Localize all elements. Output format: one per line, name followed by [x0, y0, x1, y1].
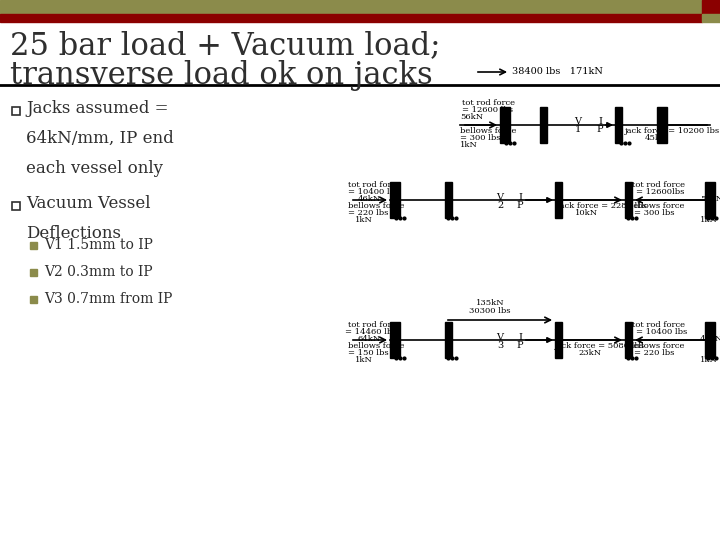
- Text: V3 0.7mm from IP: V3 0.7mm from IP: [44, 292, 172, 306]
- Text: I: I: [598, 118, 602, 126]
- Text: 56kN: 56kN: [460, 113, 483, 121]
- Text: = 220 lbs: = 220 lbs: [348, 209, 388, 217]
- Text: = 14460 lbs: = 14460 lbs: [345, 328, 397, 336]
- Text: 10kN: 10kN: [575, 209, 598, 217]
- Text: V: V: [497, 333, 503, 341]
- Text: jack force = 2280 lbs: jack force = 2280 lbs: [558, 202, 648, 210]
- Bar: [0, 0, 702, 14]
- Bar: [30, 296, 37, 303]
- Text: Vacuum Vessel
Deflections: Vacuum Vessel Deflections: [26, 195, 150, 242]
- Text: bellows force: bellows force: [628, 202, 685, 210]
- Text: jack force = 10200 lbs: jack force = 10200 lbs: [625, 127, 720, 135]
- Text: V1 1.5mm to IP: V1 1.5mm to IP: [44, 238, 153, 252]
- Text: 38400 lbs   171kN: 38400 lbs 171kN: [512, 68, 603, 77]
- Bar: [30, 242, 37, 249]
- Text: 64kN: 64kN: [358, 335, 382, 343]
- Text: bellows force: bellows force: [348, 342, 405, 350]
- Text: = 12600 lbs: = 12600 lbs: [462, 106, 513, 114]
- Text: 3: 3: [497, 341, 503, 349]
- Bar: [555, 322, 562, 358]
- Bar: [702, 0, 720, 14]
- Text: P: P: [597, 125, 603, 134]
- Text: = 150 lbs: = 150 lbs: [348, 349, 389, 357]
- Bar: [12, 202, 20, 210]
- Bar: [0, 14, 702, 22]
- Text: jack force = 5080 lbs: jack force = 5080 lbs: [555, 342, 645, 350]
- Text: 1kN: 1kN: [355, 356, 373, 364]
- Text: = 10400 lbs: = 10400 lbs: [348, 188, 400, 196]
- Text: 135kN: 135kN: [476, 299, 504, 307]
- Text: P: P: [517, 200, 523, 210]
- Text: 25 bar load + Vacuum load;: 25 bar load + Vacuum load;: [10, 30, 441, 61]
- Text: 1kN: 1kN: [700, 356, 718, 364]
- Text: 46kN: 46kN: [358, 195, 382, 203]
- Text: V: V: [575, 118, 582, 126]
- Bar: [702, 14, 720, 22]
- Text: 56kN: 56kN: [700, 195, 720, 203]
- Text: bellows force: bellows force: [460, 127, 516, 135]
- Text: V2 0.3mm to IP: V2 0.3mm to IP: [44, 265, 153, 279]
- Text: 45kN: 45kN: [645, 134, 668, 142]
- Text: tot rod force: tot rod force: [632, 181, 685, 189]
- Bar: [12, 107, 20, 115]
- Text: 1kN: 1kN: [460, 141, 478, 149]
- Text: 1kN: 1kN: [700, 216, 718, 224]
- Text: transverse load ok on jacks: transverse load ok on jacks: [10, 60, 433, 91]
- Text: tot rod force: tot rod force: [462, 99, 515, 107]
- Bar: [500, 107, 510, 143]
- Text: 1kN: 1kN: [355, 216, 373, 224]
- Bar: [445, 322, 452, 358]
- Text: = 300 lbs: = 300 lbs: [460, 134, 500, 142]
- Text: tot rod force: tot rod force: [348, 321, 401, 329]
- Bar: [390, 182, 400, 218]
- Text: 2: 2: [497, 200, 503, 210]
- Text: Jacks assumed =
64kN/mm, IP end
each vessel only: Jacks assumed = 64kN/mm, IP end each ves…: [26, 100, 174, 177]
- Bar: [390, 322, 400, 358]
- Text: = 300 lbs: = 300 lbs: [634, 209, 675, 217]
- Text: 30300 lbs: 30300 lbs: [469, 307, 510, 315]
- Text: 46kN: 46kN: [700, 335, 720, 343]
- Bar: [705, 322, 715, 358]
- Text: = 12600lbs: = 12600lbs: [636, 188, 685, 196]
- Text: I: I: [518, 192, 522, 201]
- Bar: [445, 182, 452, 218]
- Text: bellows force: bellows force: [348, 202, 405, 210]
- Bar: [657, 107, 667, 143]
- Text: 1: 1: [575, 125, 581, 134]
- Text: bellows force: bellows force: [628, 342, 685, 350]
- Bar: [555, 182, 562, 218]
- Bar: [625, 322, 632, 358]
- Text: tot rod force: tot rod force: [348, 181, 401, 189]
- Text: V: V: [497, 192, 503, 201]
- Text: = 10400 lbs: = 10400 lbs: [636, 328, 688, 336]
- Text: I: I: [518, 333, 522, 341]
- Text: 23kN: 23kN: [578, 349, 601, 357]
- Bar: [625, 182, 632, 218]
- Text: P: P: [517, 341, 523, 349]
- Bar: [540, 107, 547, 143]
- Bar: [705, 182, 715, 218]
- Text: = 220 lbs: = 220 lbs: [634, 349, 675, 357]
- Text: tot rod force: tot rod force: [632, 321, 685, 329]
- Bar: [615, 107, 622, 143]
- Bar: [30, 269, 37, 276]
